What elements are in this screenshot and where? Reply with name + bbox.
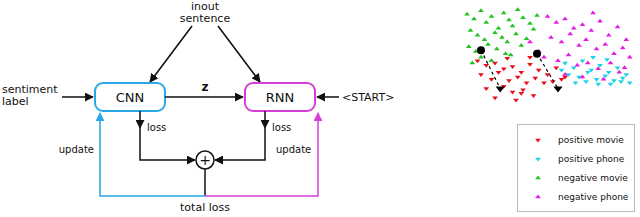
svg-text:+: + xyxy=(199,152,211,168)
svg-text:sentiment: sentiment xyxy=(2,83,58,96)
svg-text:negative movie: negative movie xyxy=(558,173,628,183)
svg-text:total loss: total loss xyxy=(180,201,230,214)
svg-text:loss: loss xyxy=(272,122,291,133)
svg-text:update: update xyxy=(59,144,94,155)
svg-text:inout: inout xyxy=(191,0,219,13)
svg-text:label: label xyxy=(2,95,29,108)
svg-text:update: update xyxy=(276,144,311,155)
svg-text:positive phone: positive phone xyxy=(558,154,625,164)
svg-text:z: z xyxy=(202,80,209,94)
svg-text:loss: loss xyxy=(147,122,166,133)
svg-text:negative phone: negative phone xyxy=(558,192,629,202)
svg-text:RNN: RNN xyxy=(266,90,294,105)
svg-text:positive movie: positive movie xyxy=(558,135,624,145)
svg-text:CNN: CNN xyxy=(116,90,145,105)
svg-text:<START>: <START> xyxy=(342,91,394,104)
svg-text:sentence: sentence xyxy=(180,12,231,25)
